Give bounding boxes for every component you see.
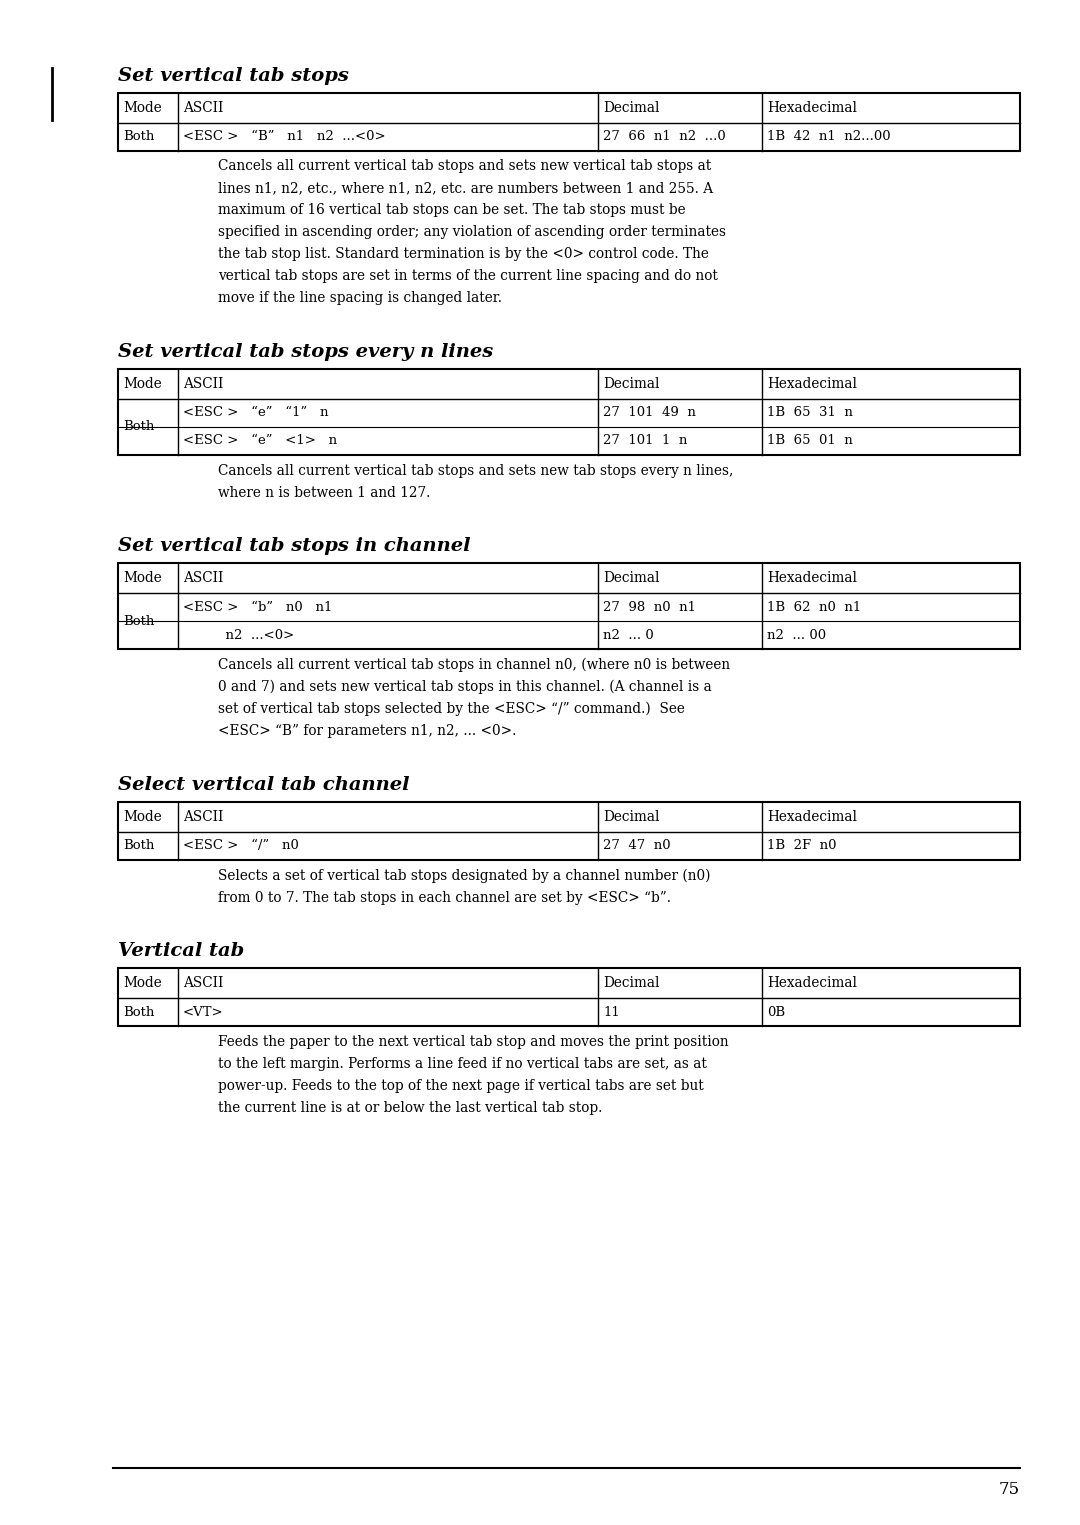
Text: Set vertical tab stops: Set vertical tab stops — [118, 67, 349, 84]
Bar — [118, 369, 1020, 454]
Text: Both: Both — [123, 839, 154, 852]
Text: Vertical tab: Vertical tab — [118, 942, 244, 961]
Text: Cancels all current vertical tab stops and sets new vertical tab stops at: Cancels all current vertical tab stops a… — [218, 160, 712, 174]
Text: Feeds the paper to the next vertical tab stop and moves the print position: Feeds the paper to the next vertical tab… — [218, 1035, 729, 1049]
Text: 11: 11 — [603, 1005, 620, 1019]
Text: to the left margin. Performs a line feed if no vertical tabs are set, as at: to the left margin. Performs a line feed… — [218, 1057, 707, 1071]
Text: 0 and 7) and sets new vertical tab stops in this channel. (A channel is a: 0 and 7) and sets new vertical tab stops… — [218, 680, 712, 694]
Text: set of vertical tab stops selected by the <ESC> “/” command.)  See: set of vertical tab stops selected by th… — [218, 702, 685, 717]
Text: specified in ascending order; any violation of ascending order terminates: specified in ascending order; any violat… — [218, 226, 726, 239]
Text: <ESC >   “b”   n0   n1: <ESC > “b” n0 n1 — [183, 601, 333, 615]
Text: <VT>: <VT> — [183, 1005, 224, 1019]
Text: 1B  62  n0  n1: 1B 62 n0 n1 — [767, 601, 861, 615]
Text: Both: Both — [123, 421, 154, 433]
Text: Set vertical tab stops in channel: Set vertical tab stops in channel — [118, 537, 471, 555]
Text: <ESC> “B” for parameters n1, n2, ... <0>.: <ESC> “B” for parameters n1, n2, ... <0>… — [218, 724, 516, 738]
Text: <ESC >   “/”   n0: <ESC > “/” n0 — [183, 839, 299, 852]
Text: 75: 75 — [999, 1481, 1020, 1499]
Text: move if the line spacing is changed later.: move if the line spacing is changed late… — [218, 291, 502, 305]
Text: Hexadecimal: Hexadecimal — [767, 976, 858, 990]
Text: <ESC >   “B”   n1   n2  ...<0>: <ESC > “B” n1 n2 ...<0> — [183, 130, 386, 143]
Text: 1B  2F  n0: 1B 2F n0 — [767, 839, 837, 852]
Text: where n is between 1 and 127.: where n is between 1 and 127. — [218, 486, 430, 500]
Text: n2  ...<0>: n2 ...<0> — [183, 628, 294, 642]
Text: 1B  65  31  n: 1B 65 31 n — [767, 407, 853, 419]
Text: Decimal: Decimal — [603, 976, 660, 990]
Text: the tab stop list. Standard termination is by the <0> control code. The: the tab stop list. Standard termination … — [218, 247, 708, 261]
Text: <ESC >   “e”   “1”   n: <ESC > “e” “1” n — [183, 407, 328, 419]
Text: 27  101  49  n: 27 101 49 n — [603, 407, 696, 419]
Text: Hexadecimal: Hexadecimal — [767, 377, 858, 390]
Bar — [118, 93, 1020, 151]
Text: Cancels all current vertical tab stops in channel n0, (where n0 is between: Cancels all current vertical tab stops i… — [218, 657, 730, 673]
Text: lines n1, n2, etc., where n1, n2, etc. are numbers between 1 and 255. A: lines n1, n2, etc., where n1, n2, etc. a… — [218, 181, 713, 195]
Bar — [118, 968, 1020, 1026]
Text: ASCII: ASCII — [183, 572, 224, 586]
Text: ASCII: ASCII — [183, 377, 224, 390]
Text: ASCII: ASCII — [183, 101, 224, 114]
Text: Both: Both — [123, 615, 154, 628]
Text: Both: Both — [123, 1005, 154, 1019]
Bar — [118, 563, 1020, 650]
Text: Cancels all current vertical tab stops and sets new tab stops every n lines,: Cancels all current vertical tab stops a… — [218, 464, 733, 477]
Text: n2  ... 0: n2 ... 0 — [603, 628, 653, 642]
Text: ASCII: ASCII — [183, 810, 224, 824]
Text: Select vertical tab channel: Select vertical tab channel — [118, 776, 409, 795]
Text: Mode: Mode — [123, 810, 162, 824]
Text: maximum of 16 vertical tab stops can be set. The tab stops must be: maximum of 16 vertical tab stops can be … — [218, 203, 686, 218]
Text: ASCII: ASCII — [183, 976, 224, 990]
Text: Mode: Mode — [123, 101, 162, 114]
Text: Decimal: Decimal — [603, 572, 660, 586]
Text: from 0 to 7. The tab stops in each channel are set by <ESC> “b”.: from 0 to 7. The tab stops in each chann… — [218, 891, 671, 904]
Text: Mode: Mode — [123, 572, 162, 586]
Text: Set vertical tab stops every n lines: Set vertical tab stops every n lines — [118, 343, 494, 361]
Text: 27  101  1  n: 27 101 1 n — [603, 435, 687, 447]
Text: Decimal: Decimal — [603, 377, 660, 390]
Text: 1B  65  01  n: 1B 65 01 n — [767, 435, 853, 447]
Text: 27  47  n0: 27 47 n0 — [603, 839, 671, 852]
Text: Hexadecimal: Hexadecimal — [767, 810, 858, 824]
Text: 0B: 0B — [767, 1005, 785, 1019]
Text: 27  98  n0  n1: 27 98 n0 n1 — [603, 601, 696, 615]
Text: Hexadecimal: Hexadecimal — [767, 572, 858, 586]
Text: power-up. Feeds to the top of the next page if vertical tabs are set but: power-up. Feeds to the top of the next p… — [218, 1080, 704, 1093]
Text: vertical tab stops are set in terms of the current line spacing and do not: vertical tab stops are set in terms of t… — [218, 270, 718, 284]
Text: Decimal: Decimal — [603, 101, 660, 114]
Text: Both: Both — [123, 130, 154, 143]
Text: Selects a set of vertical tab stops designated by a channel number (n0): Selects a set of vertical tab stops desi… — [218, 868, 711, 883]
Text: the current line is at or below the last vertical tab stop.: the current line is at or below the last… — [218, 1101, 603, 1115]
Text: Mode: Mode — [123, 377, 162, 390]
Text: Decimal: Decimal — [603, 810, 660, 824]
Text: 27  66  n1  n2  ...0: 27 66 n1 n2 ...0 — [603, 130, 726, 143]
Bar — [118, 802, 1020, 860]
Text: 1B  42  n1  n2...00: 1B 42 n1 n2...00 — [767, 130, 891, 143]
Text: Hexadecimal: Hexadecimal — [767, 101, 858, 114]
Text: Mode: Mode — [123, 976, 162, 990]
Text: n2  ... 00: n2 ... 00 — [767, 628, 826, 642]
Text: <ESC >   “e”   <1>   n: <ESC > “e” <1> n — [183, 435, 337, 447]
